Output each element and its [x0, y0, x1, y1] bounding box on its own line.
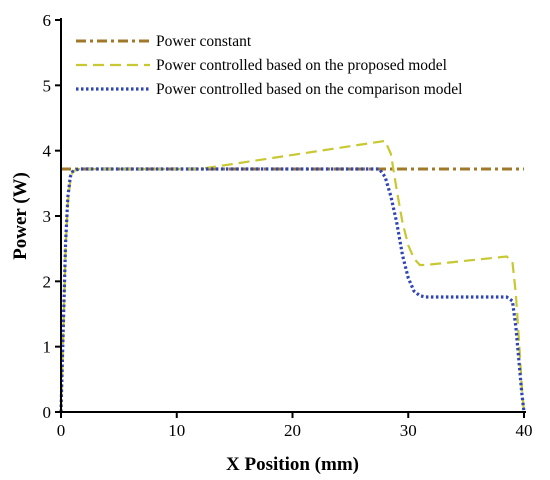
plot-lines [59, 139, 526, 413]
y-axis-title: Power (W) [10, 172, 31, 260]
x-tick-label: 0 [57, 421, 66, 440]
x-tick-label: 20 [284, 421, 301, 440]
y-tick-label: 1 [43, 338, 52, 357]
legend-label: Power constant [156, 33, 252, 50]
legend-label: Power controlled based on the proposed m… [156, 57, 447, 74]
y-tick-label: 5 [43, 76, 52, 95]
x-ticks: 0 10 20 30 40 [57, 412, 533, 440]
y-ticks: 0 1 2 3 4 5 6 [43, 11, 61, 422]
x-tick-label: 10 [168, 421, 185, 440]
x-axis-title: X Position (mm) [226, 454, 359, 475]
legend: Power constant Power controlled based on … [76, 33, 462, 98]
axes: 0 10 20 30 40 0 1 2 3 4 5 6 [43, 11, 533, 440]
x-tick-label: 30 [400, 421, 417, 440]
y-tick-label: 3 [43, 207, 52, 226]
y-tick-label: 6 [43, 11, 52, 30]
y-tick-label: 4 [43, 142, 52, 161]
series-line-3 [59, 167, 526, 413]
series-line-2 [59, 139, 526, 413]
x-tick-label: 40 [516, 421, 533, 440]
legend-label: Power controlled based on the comparison… [156, 81, 462, 98]
y-tick-label: 2 [43, 272, 52, 291]
y-tick-label: 0 [43, 403, 52, 422]
